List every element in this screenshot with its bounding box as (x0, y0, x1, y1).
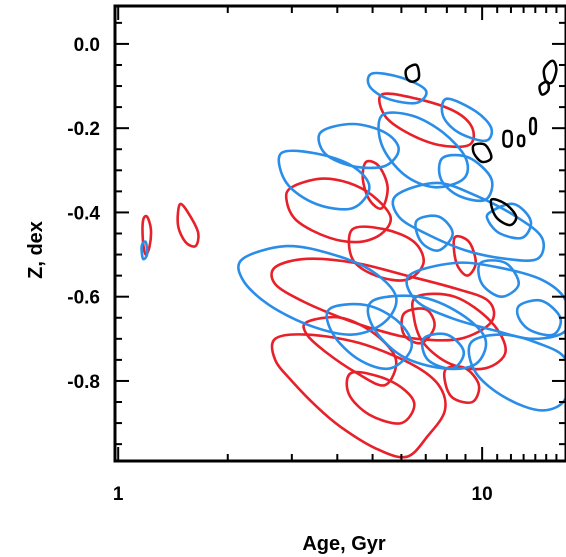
ticks-layer (115, 6, 566, 461)
contour-series1-4 (277, 149, 371, 211)
contour-series2-6 (471, 142, 493, 164)
contour-series2-0 (404, 63, 421, 84)
contour-series1-10 (366, 294, 488, 371)
x-tick-label: 10 (472, 484, 493, 505)
contour-series0-7 (270, 333, 447, 459)
contour-series1-5 (237, 244, 398, 336)
contour-series1-1 (366, 71, 428, 105)
contour-series0-10 (345, 370, 416, 425)
y-axis-title: Z, dex (25, 221, 47, 279)
y-tick-label: -0.6 (67, 288, 100, 309)
contour-series2-7 (489, 197, 518, 227)
y-tick-label: -0.4 (67, 203, 100, 224)
y-tick-label: -0.8 (67, 372, 100, 393)
x-axis-title: Age, Gyr (302, 533, 386, 555)
contour-series1-0 (140, 240, 149, 261)
contour-series2-3 (528, 116, 538, 136)
contour-series1-14 (485, 202, 533, 240)
contour-series0-1 (176, 202, 200, 248)
contour-series1-9 (405, 261, 566, 341)
contour-series0-3 (284, 177, 393, 244)
contour-series1-6 (377, 111, 470, 189)
contour-series2-1 (542, 59, 558, 85)
contour-series0-13 (452, 234, 478, 277)
contour-series1-2 (440, 97, 494, 143)
contours-layer (140, 59, 566, 459)
y-tick-label: 0.0 (74, 35, 100, 56)
y-tick-label: -0.2 (67, 119, 100, 140)
contour-series1-13 (515, 298, 563, 337)
labels-layer: 1 10 0.0 -0.2 -0.4 -0.6 -0.8 (67, 35, 492, 505)
contour-series1-3 (317, 122, 400, 170)
contour-series0-2 (378, 92, 476, 149)
contour-series2-5 (516, 134, 526, 148)
contour-series2-4 (502, 129, 514, 148)
contour-series2-2 (538, 80, 550, 96)
contour-series0-4 (361, 159, 389, 210)
contour-series1-8 (437, 153, 494, 203)
contour-series0-9 (410, 292, 507, 371)
contour-series1-15 (414, 214, 454, 252)
contour-series1-16 (420, 332, 466, 370)
contour-series1-11 (325, 302, 414, 371)
x-tick-label: 1 (113, 484, 124, 505)
contour-series0-8 (302, 315, 398, 387)
contour-series1-12 (467, 333, 566, 412)
contour-series1-17 (477, 259, 520, 298)
